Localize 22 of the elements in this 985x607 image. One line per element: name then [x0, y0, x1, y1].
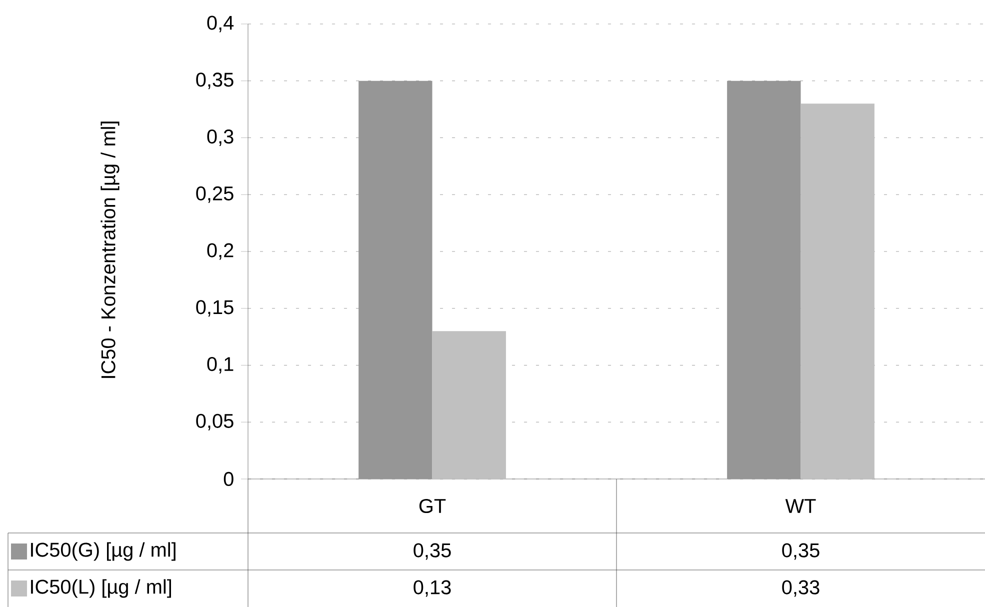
data-label: 0,33: [782, 580, 820, 597]
x-tick-label: GT: [419, 498, 446, 514]
y-axis-title: IC50 - Konzentration [µg / ml]: [100, 122, 120, 378]
y-tick-label: 0: [224, 472, 234, 486]
data-label: 0,35: [782, 543, 820, 560]
y-tick-label: 0,25: [196, 186, 234, 203]
x-tick-label: WT: [785, 499, 816, 513]
y-tick-label: 0,1: [207, 357, 234, 374]
y-tick-label: 0,4: [207, 16, 234, 32]
y-tick-label: 0,35: [196, 72, 234, 90]
legend-label: IC50(L) [µg / ml]: [31, 579, 171, 598]
bar: [800, 104, 874, 479]
data-label: 0,13: [414, 580, 451, 597]
bar: [358, 80, 432, 479]
y-tick-label: 0,15: [196, 300, 234, 317]
legend-label: IC50(G) [µg / ml]: [31, 542, 176, 561]
y-tick-label: 0,05: [196, 414, 234, 430]
bar: [727, 80, 801, 479]
y-tick-label: 0,2: [207, 243, 234, 260]
data-label: 0,35: [414, 543, 451, 560]
y-tick-label: 0,3: [207, 130, 234, 146]
bar: [432, 331, 506, 479]
